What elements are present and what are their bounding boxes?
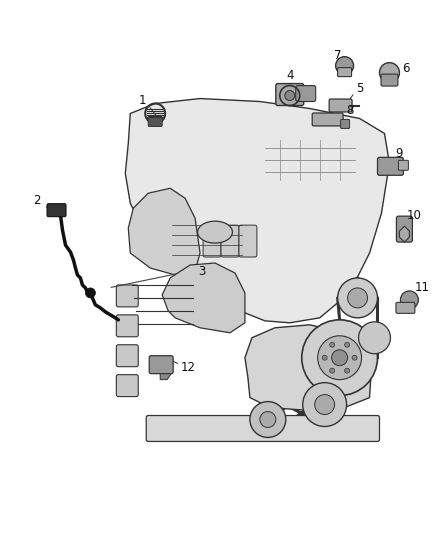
FancyBboxPatch shape bbox=[312, 113, 343, 126]
FancyBboxPatch shape bbox=[329, 99, 352, 112]
Circle shape bbox=[345, 368, 350, 373]
FancyBboxPatch shape bbox=[149, 356, 173, 374]
Circle shape bbox=[336, 56, 353, 75]
Polygon shape bbox=[399, 226, 410, 242]
FancyBboxPatch shape bbox=[203, 225, 221, 257]
Text: 4: 4 bbox=[286, 69, 293, 82]
Circle shape bbox=[314, 394, 335, 415]
FancyBboxPatch shape bbox=[381, 74, 398, 86]
Circle shape bbox=[338, 278, 378, 318]
Polygon shape bbox=[128, 188, 200, 275]
FancyBboxPatch shape bbox=[47, 204, 66, 216]
Text: 3: 3 bbox=[198, 265, 206, 278]
Text: 9: 9 bbox=[396, 147, 403, 160]
FancyBboxPatch shape bbox=[396, 216, 413, 242]
Text: 5: 5 bbox=[356, 82, 363, 95]
Circle shape bbox=[303, 383, 346, 426]
FancyBboxPatch shape bbox=[338, 68, 352, 77]
Text: 6: 6 bbox=[402, 62, 409, 75]
Text: 11: 11 bbox=[415, 281, 430, 294]
Circle shape bbox=[352, 355, 357, 360]
FancyBboxPatch shape bbox=[239, 225, 257, 257]
FancyBboxPatch shape bbox=[296, 86, 316, 101]
Circle shape bbox=[379, 63, 399, 83]
Text: 7: 7 bbox=[334, 49, 341, 62]
Circle shape bbox=[318, 336, 361, 379]
FancyBboxPatch shape bbox=[276, 84, 304, 106]
FancyBboxPatch shape bbox=[341, 119, 350, 128]
FancyBboxPatch shape bbox=[148, 117, 162, 126]
FancyBboxPatch shape bbox=[399, 160, 408, 171]
Circle shape bbox=[330, 342, 335, 348]
Circle shape bbox=[85, 288, 95, 298]
FancyBboxPatch shape bbox=[221, 225, 239, 257]
Circle shape bbox=[348, 288, 367, 308]
FancyBboxPatch shape bbox=[117, 345, 138, 367]
FancyBboxPatch shape bbox=[117, 375, 138, 397]
Polygon shape bbox=[125, 99, 389, 323]
Circle shape bbox=[345, 342, 350, 348]
Polygon shape bbox=[162, 263, 245, 333]
FancyBboxPatch shape bbox=[396, 302, 415, 313]
Text: 10: 10 bbox=[407, 208, 422, 222]
Text: 8: 8 bbox=[346, 104, 353, 117]
Circle shape bbox=[322, 355, 327, 360]
Circle shape bbox=[332, 350, 348, 366]
Circle shape bbox=[400, 291, 418, 309]
Circle shape bbox=[359, 322, 390, 354]
FancyBboxPatch shape bbox=[378, 157, 403, 175]
Polygon shape bbox=[245, 325, 371, 410]
Circle shape bbox=[302, 320, 378, 395]
Ellipse shape bbox=[198, 221, 233, 243]
FancyBboxPatch shape bbox=[117, 285, 138, 307]
FancyBboxPatch shape bbox=[117, 315, 138, 337]
Text: 2: 2 bbox=[33, 193, 40, 207]
FancyBboxPatch shape bbox=[146, 416, 379, 441]
Text: 1: 1 bbox=[138, 94, 146, 107]
Circle shape bbox=[285, 91, 295, 101]
Polygon shape bbox=[160, 374, 171, 379]
Circle shape bbox=[250, 401, 286, 438]
Text: 12: 12 bbox=[180, 361, 196, 374]
Circle shape bbox=[260, 411, 276, 427]
Circle shape bbox=[330, 368, 335, 373]
